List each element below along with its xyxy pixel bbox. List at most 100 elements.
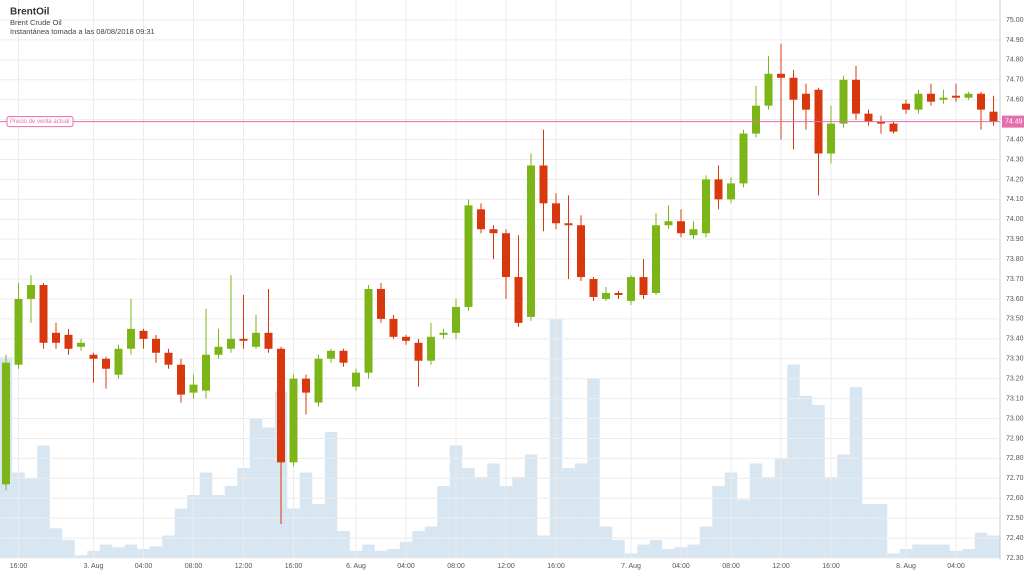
- volume-bar: [587, 378, 600, 558]
- y-tick-label: 72.90: [1006, 435, 1024, 442]
- x-tick-label: 16:00: [10, 563, 28, 570]
- candle-body: [14, 298, 23, 365]
- volume-bar: [849, 387, 863, 558]
- x-tick-label: 8. Aug: [896, 563, 916, 570]
- volume-bar: [937, 544, 950, 558]
- candle-body: [952, 95, 960, 98]
- y-tick-label: 75.00: [1006, 17, 1024, 24]
- candle-body: [602, 292, 610, 299]
- x-tick-label: 16:00: [822, 563, 840, 570]
- volume-bar: [174, 508, 188, 558]
- volume-bar: [224, 486, 238, 558]
- candle-body: [414, 342, 423, 361]
- y-tick-label: 73.40: [1006, 336, 1024, 343]
- candle-body: [889, 123, 898, 132]
- candle-body: [802, 93, 810, 110]
- candle-body: [877, 121, 885, 124]
- candle-body: [827, 123, 835, 154]
- candle-body: [202, 354, 210, 391]
- y-tick-label: 73.30: [1006, 356, 1024, 363]
- candle-body: [114, 348, 123, 375]
- candle-body: [464, 205, 473, 307]
- chart-title: BrentOil: [10, 7, 50, 18]
- volume-bar: [687, 544, 700, 558]
- candle-body: [364, 289, 373, 373]
- candle-body: [777, 73, 785, 78]
- y-tick-label: 73.50: [1006, 316, 1024, 323]
- volume-bar: [199, 472, 213, 558]
- candle-body: [302, 378, 310, 393]
- volume-bar: [887, 553, 900, 558]
- candle-body: [689, 229, 698, 236]
- candle-body: [977, 93, 985, 110]
- candle-body: [864, 113, 873, 122]
- volume-bar: [262, 427, 275, 558]
- x-tick-label: 12:00: [235, 563, 253, 570]
- grid-layer: [0, 0, 1001, 560]
- volume-bar: [249, 418, 263, 558]
- candle-body: [402, 336, 410, 341]
- current-price-value-box: [1002, 115, 1024, 128]
- y-tick-label: 74.10: [1006, 196, 1024, 203]
- candle-body: [52, 332, 60, 343]
- volume-bar: [62, 540, 75, 558]
- candle-body: [664, 221, 673, 226]
- volume-bar: [324, 432, 338, 558]
- candle-body: [702, 179, 710, 234]
- candle-body: [502, 233, 510, 278]
- y-tick-label: 73.80: [1006, 256, 1024, 263]
- volume-bar: [612, 540, 625, 558]
- candle-body: [964, 93, 973, 98]
- candle-body: [589, 279, 598, 297]
- candle-body: [39, 285, 48, 343]
- volume-bar: [712, 486, 725, 558]
- y-tick-label: 73.20: [1006, 376, 1024, 383]
- candle-body: [102, 358, 110, 369]
- volume-bar: [437, 486, 450, 558]
- volume-bar: [799, 396, 813, 558]
- y-tick-label: 74.70: [1006, 77, 1024, 84]
- x-tick-label: 08:00: [722, 563, 740, 570]
- volume-bar: [162, 535, 175, 558]
- volume-bar: [337, 531, 350, 558]
- candle-body: [177, 364, 185, 395]
- candle-body: [2, 362, 10, 485]
- candle-body: [614, 292, 623, 295]
- x-tick-label: 04:00: [397, 563, 415, 570]
- volume-bar: [537, 535, 550, 558]
- candle-body: [852, 79, 860, 114]
- candle-body: [902, 103, 910, 110]
- candle-body: [927, 93, 935, 102]
- candle-body: [939, 97, 948, 100]
- candle-body: [152, 338, 160, 353]
- volume-bar: [812, 405, 825, 558]
- y-tick-label: 73.00: [1006, 415, 1024, 422]
- candle-body: [289, 378, 298, 463]
- volume-bar: [637, 544, 650, 558]
- candle-body: [164, 352, 173, 365]
- volume-bar: [762, 477, 775, 558]
- y-tick-label: 72.70: [1006, 475, 1024, 482]
- candle-body: [714, 179, 723, 200]
- volume-bar: [112, 547, 125, 558]
- volume-bar: [649, 540, 663, 558]
- y-tick-label: 74.80: [1006, 57, 1024, 64]
- candle-body: [989, 111, 998, 122]
- volume-bar: [312, 504, 325, 558]
- volume-bar: [412, 531, 425, 558]
- candle-body: [214, 346, 223, 355]
- candle-body: [252, 332, 260, 347]
- volume-bar: [962, 549, 975, 558]
- candle-body: [227, 338, 235, 349]
- snapshot-note: Instantánea tomada a las 08/08/2018 09:3…: [10, 27, 155, 36]
- candle-body: [752, 105, 760, 134]
- x-tick-label: 04:00: [135, 563, 153, 570]
- y-tick-label: 74.40: [1006, 136, 1024, 143]
- volume-bar: [474, 477, 488, 558]
- y-tick-label: 72.30: [1006, 555, 1024, 562]
- candle-body: [439, 332, 448, 335]
- volume-bar: [737, 499, 750, 558]
- y-tick-label: 72.50: [1006, 515, 1024, 522]
- y-tick-label: 74.00: [1006, 216, 1024, 223]
